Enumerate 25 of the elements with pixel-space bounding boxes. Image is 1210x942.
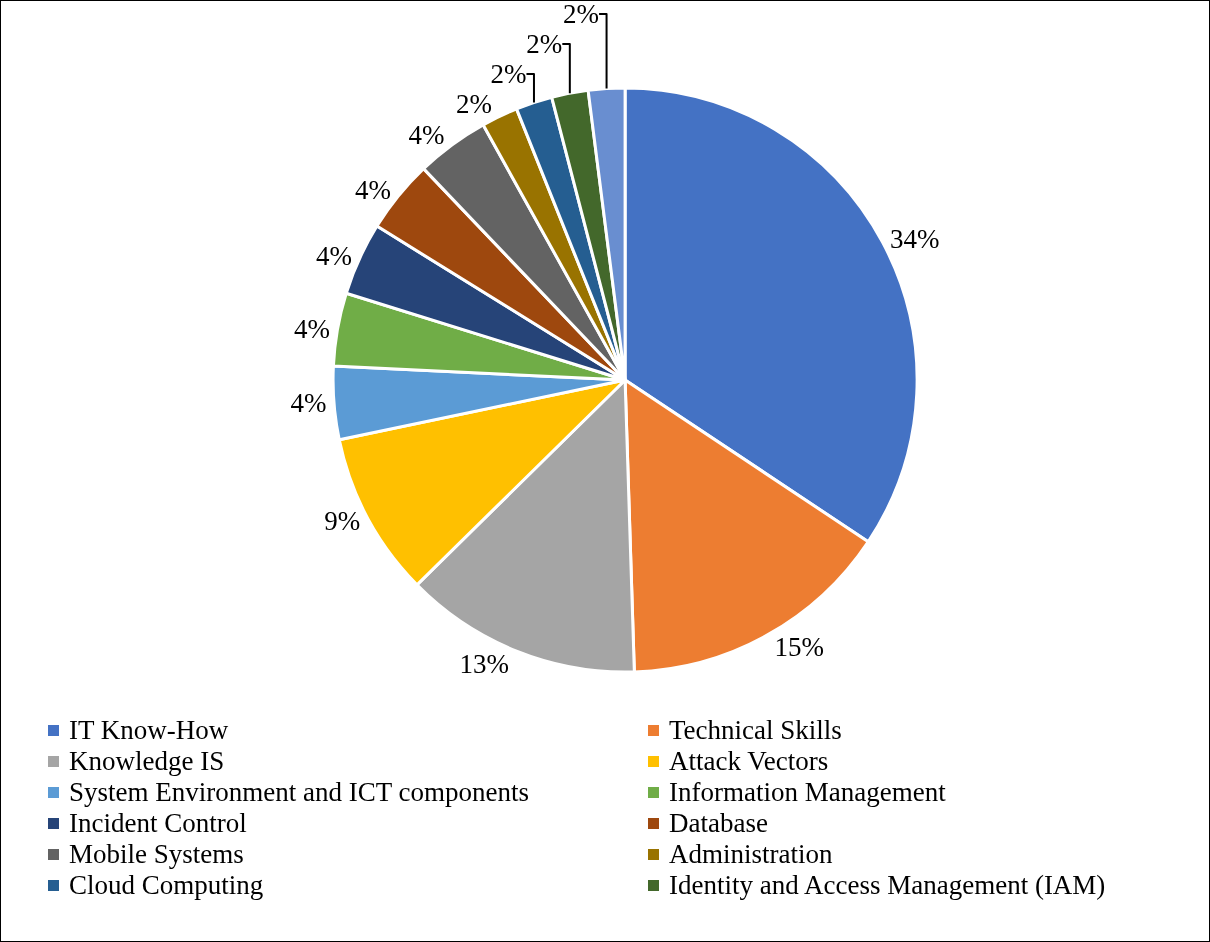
data-label: 15% [774, 631, 825, 662]
data-label: 2% [563, 0, 600, 30]
data-label: 2% [456, 89, 493, 120]
legend-label: Technical Skills [669, 715, 842, 746]
legend-label: Identity and Access Management (IAM) [669, 870, 1106, 901]
legend-label: IT Know-How [69, 715, 229, 746]
data-label: 4% [315, 241, 352, 272]
data-label: 34% [889, 223, 940, 254]
data-label: 2% [526, 29, 563, 60]
legend-label: Database [669, 808, 768, 839]
legend-label: Mobile Systems [69, 839, 244, 870]
data-label: 4% [408, 120, 445, 151]
legend-label: Incident Control [69, 808, 247, 839]
legend-label: Information Management [669, 777, 946, 808]
data-label: 13% [459, 649, 510, 680]
legend-label: Administration [669, 839, 833, 870]
data-label: 4% [294, 313, 330, 344]
data-label: 4% [354, 174, 391, 205]
data-label: 9% [324, 506, 361, 537]
data-label: 4% [290, 388, 327, 419]
legend-label: System Environment and ICT components [69, 777, 529, 808]
legend-label: Cloud Computing [69, 870, 264, 901]
legend-label: Knowledge IS [69, 746, 225, 777]
data-label: 2% [490, 59, 527, 90]
legend-label: Attack Vectors [669, 746, 829, 777]
